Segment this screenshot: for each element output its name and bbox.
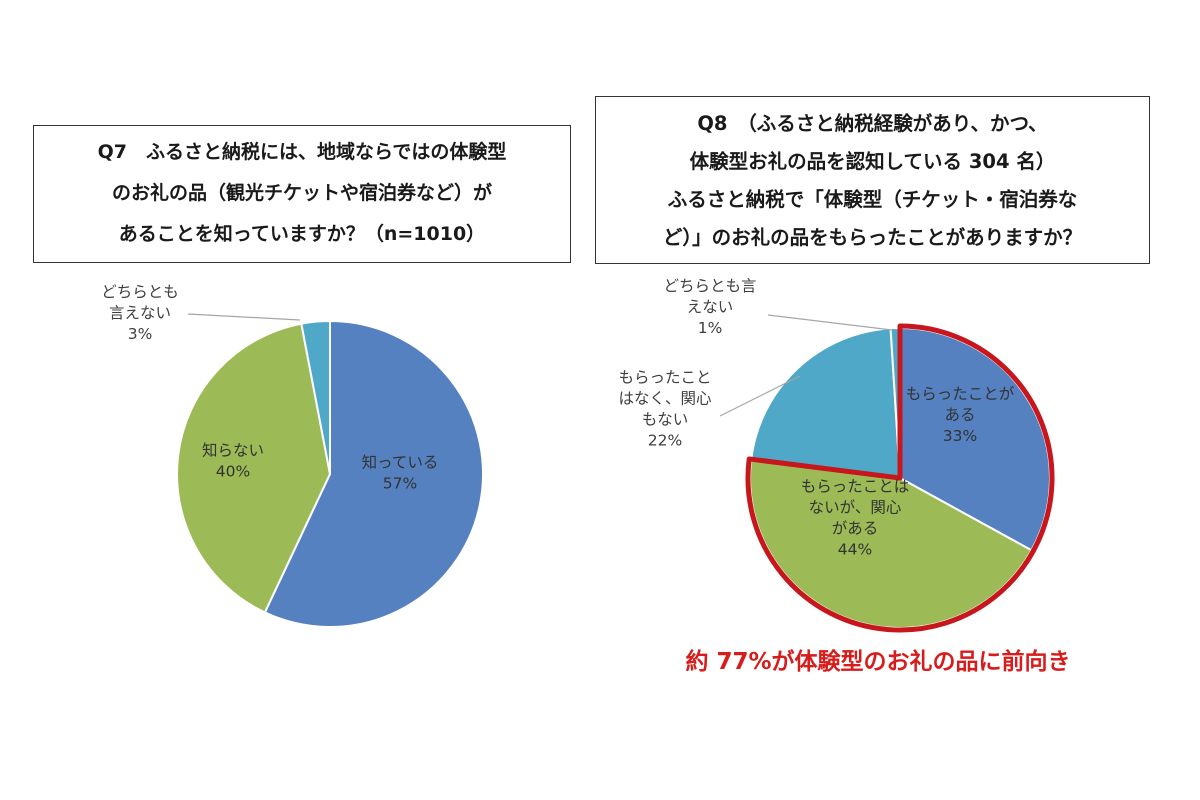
slice-label: どちらとも bbox=[101, 283, 179, 301]
q7-question-line: あることを知っていますか？（n=1010） bbox=[118, 223, 486, 245]
slice-label: 3% bbox=[128, 325, 153, 343]
slice-label: 知っている bbox=[362, 454, 439, 472]
slice-label: 知らない bbox=[202, 442, 264, 460]
summary-note: 約 77%が体験型のお礼の品に前向き bbox=[685, 649, 1071, 675]
slice-label: はなく、関心 bbox=[618, 390, 711, 408]
pie-slice bbox=[750, 327, 902, 480]
slice-label: 40% bbox=[216, 463, 250, 481]
pie-slice bbox=[176, 322, 332, 614]
slice-label: ある bbox=[944, 406, 975, 424]
slice-label: どちらとも言 bbox=[663, 277, 756, 295]
q8-question-line: ど）」のお礼の品をもらったことがありますか？ bbox=[662, 226, 1083, 249]
slice-label: がある bbox=[832, 520, 879, 538]
slice-label: 言えない bbox=[109, 304, 171, 322]
slice-label: 44% bbox=[838, 541, 872, 559]
q8-question-line: 体験型お礼の品を認知している 304 名） bbox=[689, 150, 1056, 173]
q8-question-box: Q8 （ふるさと納税経験があり、かつ、 体験型お礼の品を認知している 304 名… bbox=[595, 96, 1150, 264]
slice-label: 57% bbox=[383, 475, 417, 493]
q7-question-box: Q7 ふるさと納税には、地域ならではの体験型 のお礼の品（観光チケットや宿泊券な… bbox=[33, 125, 571, 263]
leader-line bbox=[719, 375, 801, 417]
slice-label: もらったことが bbox=[906, 385, 1015, 403]
slice-label: もらったこと bbox=[618, 369, 711, 387]
q8-question-line: ふるさと納税で「体験型（チケット・宿泊券な bbox=[667, 188, 1078, 211]
leader-line bbox=[767, 314, 893, 331]
highlight-outline bbox=[745, 323, 1055, 633]
slice-label: もない bbox=[642, 411, 689, 429]
slice-label: 1% bbox=[698, 319, 723, 337]
leader-line bbox=[187, 313, 301, 321]
q7-question-line: Q7 ふるさと納税には、地域ならではの体験型 bbox=[97, 141, 507, 163]
pie-slice bbox=[263, 319, 484, 628]
slice-label: もらったことは bbox=[801, 478, 910, 496]
slice-label: 33% bbox=[943, 427, 977, 445]
q8-question-line: Q8 （ふるさと納税経験があり、かつ、 bbox=[697, 112, 1048, 135]
pie-slice bbox=[300, 319, 331, 475]
slice-label: ないが、関心 bbox=[809, 499, 902, 517]
slice-label: えない bbox=[687, 298, 734, 316]
slice-label: 22% bbox=[648, 432, 682, 450]
q7-question-line: のお礼の品（観光チケットや宿泊券など）が bbox=[111, 182, 492, 204]
